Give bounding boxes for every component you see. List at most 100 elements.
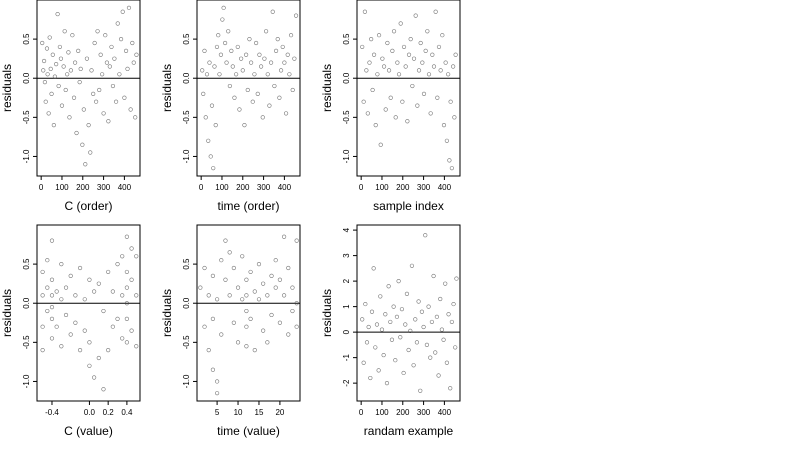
data-point [71, 95, 77, 100]
panel-2: 0 100 200 300 400 -1.0 -0.5 0.0 0.5 time (order) r… [160, 0, 301, 213]
data-point [360, 44, 365, 50]
data-point [110, 289, 115, 294]
data-point [235, 44, 240, 50]
data-point [97, 87, 102, 93]
data-point [443, 60, 448, 65]
x-tick-label: 0 [359, 408, 364, 417]
data-point [370, 87, 375, 93]
data-point [223, 238, 228, 243]
data-point [369, 309, 375, 314]
data-point [44, 46, 50, 51]
data-point [84, 56, 90, 61]
x-tick-label: 200 [396, 408, 410, 417]
data-point [72, 60, 78, 65]
data-point [124, 301, 129, 306]
plot-frame [356, 0, 461, 177]
data-point [396, 279, 401, 284]
data-point [87, 340, 92, 345]
data-point [441, 337, 446, 342]
panel-6: 0 100 200 300 400 -2 -1 0 1 2 3 4 randam example resi… [320, 224, 461, 438]
data-point [438, 68, 443, 73]
data-point [378, 142, 383, 147]
y-tick-label: -1.0 [22, 374, 31, 388]
data-point [232, 95, 237, 100]
data-point [89, 68, 94, 73]
data-point [219, 258, 224, 263]
data-point [394, 314, 400, 319]
data-point [96, 281, 101, 286]
data-point [244, 293, 249, 298]
data-point [269, 312, 274, 318]
data-point [444, 360, 449, 365]
data-point [57, 44, 62, 50]
data-point [82, 328, 87, 333]
y-tick-label: 0 [342, 329, 351, 334]
data-point [103, 33, 108, 38]
data-point [430, 52, 435, 57]
data-point [364, 340, 370, 345]
y-axis-title: residuals [0, 289, 14, 337]
data-point [125, 66, 130, 71]
data-point [249, 60, 254, 65]
data-point [360, 317, 365, 322]
data-point [45, 258, 50, 263]
data-point [100, 72, 105, 77]
data-point [124, 269, 129, 275]
data-point [227, 293, 232, 298]
data-point [40, 324, 45, 329]
data-point [42, 80, 48, 85]
data-point [399, 307, 405, 312]
y-tick-label: -0.5 [182, 110, 191, 124]
data-point [220, 17, 225, 22]
data-point [406, 347, 411, 353]
data-point [235, 285, 241, 290]
data-point [388, 95, 393, 100]
data-point [117, 72, 122, 77]
data-point [290, 285, 295, 290]
panel-4: -0.4 0.0 0.2 0.4 -1.0 -0.5 0.0 0.5 C (value) resi… [0, 224, 141, 438]
data-point [244, 344, 249, 349]
data-point [226, 29, 231, 34]
data-point [277, 277, 283, 282]
data-point [126, 5, 132, 10]
data-point [256, 297, 262, 302]
data-point [441, 123, 447, 128]
data-point [206, 348, 211, 353]
data-point [101, 308, 106, 314]
data-point [107, 64, 112, 69]
data-point [242, 123, 247, 128]
data-point [418, 40, 423, 46]
data-point [198, 285, 203, 290]
data-point [244, 308, 249, 314]
data-point [245, 87, 250, 93]
x-tick-label: 300 [417, 408, 431, 417]
x-tick-label: 100 [375, 408, 389, 417]
data-point [255, 91, 260, 96]
data-point [73, 320, 78, 325]
data-point [281, 293, 287, 298]
data-point [58, 56, 64, 61]
data-point [124, 285, 129, 290]
x-tick-label: 10 [234, 408, 243, 417]
data-point [93, 99, 99, 104]
data-point [361, 99, 366, 104]
data-point [262, 56, 267, 61]
y-axis-title: residuals [0, 64, 14, 112]
data-point [446, 312, 451, 317]
data-point [59, 344, 64, 349]
data-point [294, 301, 299, 306]
data-point [41, 68, 46, 73]
data-point [453, 52, 458, 57]
data-point [260, 115, 265, 120]
data-point [223, 277, 228, 282]
data-point [371, 266, 376, 271]
data-point [63, 312, 69, 318]
data-point [92, 375, 97, 380]
data-point [124, 234, 129, 239]
data-point [440, 33, 445, 38]
data-point [410, 83, 415, 89]
data-point [54, 62, 59, 67]
data-point [41, 58, 47, 64]
data-point [120, 254, 125, 259]
